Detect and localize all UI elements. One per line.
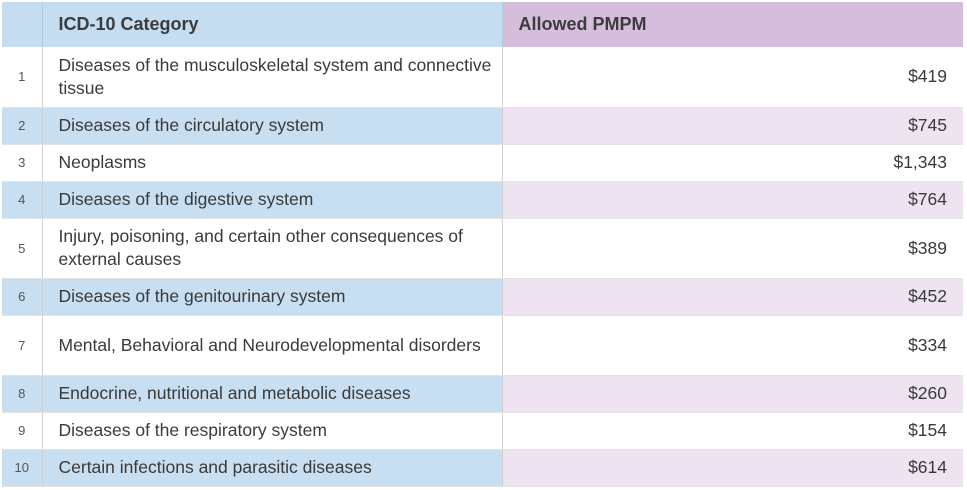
table-row: 3 Neoplasms $1,343 bbox=[2, 144, 963, 182]
row-index: 3 bbox=[2, 144, 43, 182]
index-column-header bbox=[2, 2, 43, 47]
table-row: 8 Endocrine, nutritional and metabolic d… bbox=[2, 375, 963, 413]
category-cell: Diseases of the digestive system bbox=[42, 181, 503, 219]
row-index: 7 bbox=[2, 315, 43, 376]
value-column-header[interactable]: Allowed PMPM bbox=[502, 2, 963, 47]
category-cell: Diseases of the genitourinary system bbox=[42, 278, 503, 316]
value-cell: $1,343 bbox=[502, 144, 963, 182]
table-row: 10 Certain infections and parasitic dise… bbox=[2, 449, 963, 487]
value-cell: $764 bbox=[502, 181, 963, 219]
category-cell: Endocrine, nutritional and metabolic dis… bbox=[42, 375, 503, 413]
value-cell: $334 bbox=[502, 315, 963, 376]
row-index: 9 bbox=[2, 412, 43, 450]
row-index: 10 bbox=[2, 449, 43, 487]
category-cell: Certain infections and parasitic disease… bbox=[42, 449, 503, 487]
value-cell: $389 bbox=[502, 218, 963, 279]
table-row: 1 Diseases of the musculoskeletal system… bbox=[2, 47, 963, 108]
table-row: 7 Mental, Behavioral and Neurodevelopmen… bbox=[2, 315, 963, 376]
category-column-header[interactable]: ICD-10 Category bbox=[42, 2, 503, 47]
row-index: 1 bbox=[2, 47, 43, 108]
row-index: 5 bbox=[2, 218, 43, 279]
category-cell: Diseases of the circulatory system bbox=[42, 107, 503, 145]
category-cell: Diseases of the musculoskeletal system a… bbox=[42, 47, 503, 108]
category-cell: Neoplasms bbox=[42, 144, 503, 182]
table-row: 5 Injury, poisoning, and certain other c… bbox=[2, 218, 963, 279]
row-index: 2 bbox=[2, 107, 43, 145]
table-header-row: ICD-10 Category Allowed PMPM bbox=[2, 2, 963, 47]
category-cell: Injury, poisoning, and certain other con… bbox=[42, 218, 503, 279]
table-row: 2 Diseases of the circulatory system $74… bbox=[2, 107, 963, 145]
value-cell: $419 bbox=[502, 47, 963, 108]
category-cell: Diseases of the respiratory system bbox=[42, 412, 503, 450]
value-cell: $614 bbox=[502, 449, 963, 487]
category-cell: Mental, Behavioral and Neurodevelopmenta… bbox=[42, 315, 503, 376]
row-index: 4 bbox=[2, 181, 43, 219]
row-index: 6 bbox=[2, 278, 43, 316]
row-index: 8 bbox=[2, 375, 43, 413]
table-row: 9 Diseases of the respiratory system $15… bbox=[2, 412, 963, 450]
table-row: 4 Diseases of the digestive system $764 bbox=[2, 181, 963, 219]
value-cell: $154 bbox=[502, 412, 963, 450]
value-cell: $452 bbox=[502, 278, 963, 316]
value-cell: $745 bbox=[502, 107, 963, 145]
table-row: 6 Diseases of the genitourinary system $… bbox=[2, 278, 963, 316]
value-cell: $260 bbox=[502, 375, 963, 413]
